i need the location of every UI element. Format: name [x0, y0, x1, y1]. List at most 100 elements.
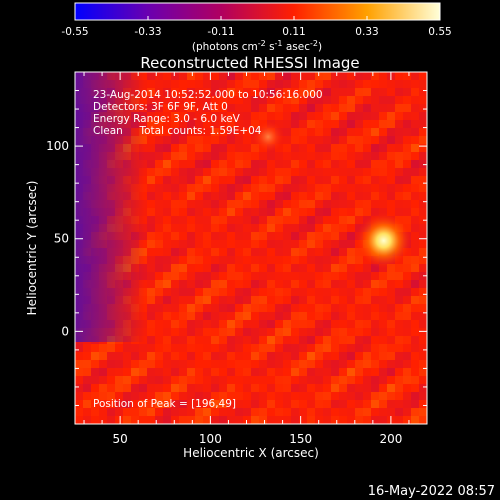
heatmap-cell	[91, 360, 100, 369]
heatmap-cell	[363, 72, 372, 81]
heatmap-cell	[227, 176, 236, 185]
heatmap-cell	[379, 152, 388, 161]
heatmap-cell	[155, 376, 164, 385]
heatmap-cell	[307, 128, 316, 137]
heatmap-cell	[363, 376, 372, 385]
heatmap-cell	[307, 392, 316, 401]
heatmap-cell	[395, 272, 404, 281]
heatmap-cell	[147, 280, 156, 289]
heatmap-cell	[155, 192, 164, 201]
heatmap-cell	[403, 288, 412, 297]
heatmap-cell	[251, 144, 260, 153]
heatmap-cell	[331, 392, 340, 401]
x-axis: 50 100 150 200	[83, 72, 428, 446]
heatmap-cell	[395, 160, 404, 169]
heatmap-cell	[267, 104, 276, 113]
heatmap-cell	[131, 360, 140, 369]
heatmap-cell	[395, 264, 404, 273]
heatmap-cell	[139, 352, 148, 361]
heatmap-cell	[227, 240, 236, 249]
heatmap-cell	[203, 360, 212, 369]
heatmap-cell	[419, 136, 427, 145]
heatmap-cell	[315, 160, 324, 169]
heatmap-cell	[371, 360, 380, 369]
chart-title: Reconstructed RHESSI Image	[140, 54, 359, 72]
heatmap-cell	[275, 176, 284, 185]
heatmap-cell	[355, 288, 364, 297]
heatmap-cell	[363, 400, 372, 409]
heatmap-cell	[379, 368, 388, 377]
heatmap-cell	[251, 256, 260, 265]
heatmap-cell	[163, 184, 172, 193]
heatmap-cell	[259, 352, 268, 361]
heatmap-cell	[283, 192, 292, 201]
heatmap-cell	[331, 360, 340, 369]
heatmap-cell	[395, 136, 404, 145]
heatmap-cell	[355, 120, 364, 129]
heatmap-cell	[331, 376, 340, 385]
heatmap-cell	[419, 112, 427, 121]
heatmap-cell	[299, 264, 308, 273]
heatmap-cell	[155, 200, 164, 209]
heatmap-cell	[283, 224, 292, 233]
heatmap-cell	[267, 160, 276, 169]
heatmap-cell	[283, 80, 292, 89]
heatmap-cell	[371, 192, 380, 201]
heatmap-cell	[275, 248, 284, 257]
heatmap-cell	[323, 336, 332, 345]
heatmap-cell	[187, 128, 196, 137]
heatmap-cell	[267, 392, 276, 401]
heatmap-cell	[419, 128, 427, 137]
heatmap-cell	[123, 416, 132, 424]
heatmap-cell	[355, 176, 364, 185]
heatmap-cell	[339, 360, 348, 369]
heatmap-cell	[299, 232, 308, 241]
heatmap-cell	[147, 120, 156, 129]
heatmap-cell	[347, 152, 356, 161]
heatmap-cell	[315, 152, 324, 161]
heatmap-cell	[259, 176, 268, 185]
heatmap-cell	[307, 232, 316, 241]
heatmap-cell	[115, 384, 124, 393]
heatmap-cell	[195, 264, 204, 273]
heatmap-cell	[235, 240, 244, 249]
heatmap-cell	[251, 104, 260, 113]
heatmap-cell	[371, 296, 380, 305]
heatmap-cell	[219, 128, 228, 137]
heatmap-cell	[283, 264, 292, 273]
heatmap-cell	[179, 376, 188, 385]
heatmap-cell	[107, 360, 116, 369]
heatmap-cell	[331, 224, 340, 233]
heatmap-cell	[179, 232, 188, 241]
heatmap-cell	[323, 232, 332, 241]
heatmap-cell	[315, 168, 324, 177]
heatmap-cell	[187, 144, 196, 153]
heatmap-cell	[163, 304, 172, 313]
heatmap-cell	[155, 288, 164, 297]
heatmap-cell	[363, 128, 372, 137]
heatmap-cell	[291, 344, 300, 353]
heatmap-cell	[315, 192, 324, 201]
heatmap-cell	[195, 280, 204, 289]
heatmap-cell	[363, 120, 372, 129]
heatmap-cell	[387, 344, 396, 353]
heatmap-cell	[243, 368, 252, 377]
heatmap-cell	[107, 400, 116, 409]
heatmap-cell	[291, 152, 300, 161]
heatmap-cell	[411, 280, 420, 289]
heatmap-cell	[299, 136, 308, 145]
heatmap-cell	[283, 272, 292, 281]
heatmap-cell	[387, 272, 396, 281]
heatmap-cell	[411, 288, 420, 297]
heatmap-cell	[387, 288, 396, 297]
x-tick-label: 200	[379, 432, 402, 446]
heatmap-cell	[227, 216, 236, 225]
heatmap-cell	[315, 408, 324, 417]
heatmap-cell	[163, 352, 172, 361]
colorbar-tick-label: 0.11	[282, 26, 305, 38]
heatmap-cell	[283, 280, 292, 289]
heatmap-cell	[155, 144, 164, 153]
heatmap-cell	[219, 288, 228, 297]
heatmap-cell	[131, 352, 140, 361]
